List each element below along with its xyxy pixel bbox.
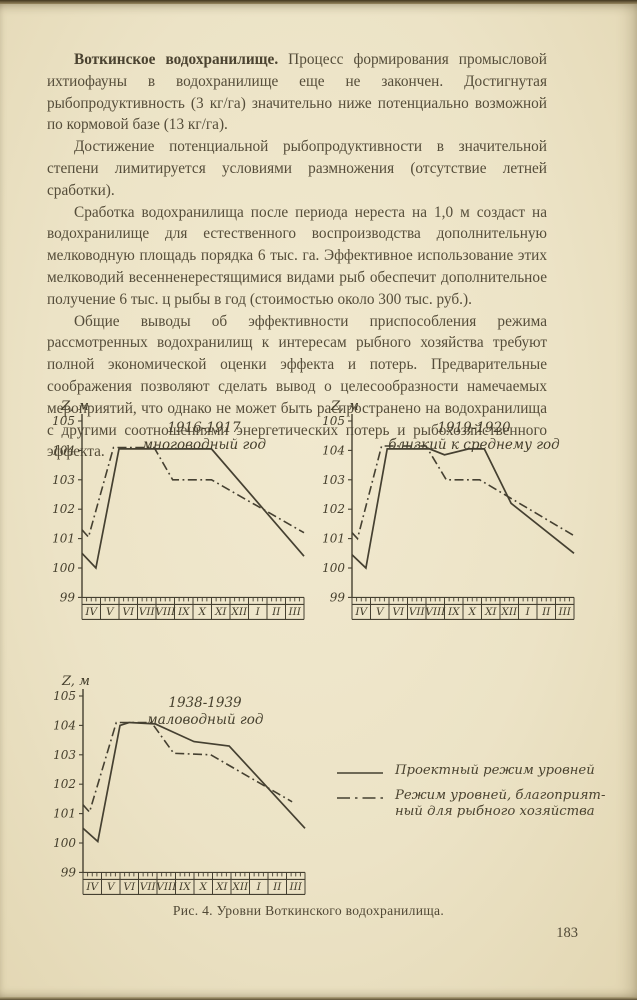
- page-number: 183: [556, 925, 578, 941]
- legend-line-solid-icon: [337, 772, 383, 774]
- svg-text:VIII: VIII: [155, 606, 176, 618]
- svg-text:103: 103: [52, 473, 75, 487]
- svg-text:V: V: [376, 606, 385, 618]
- svg-text:99: 99: [61, 865, 77, 879]
- svg-text:X: X: [468, 606, 477, 618]
- svg-text:99: 99: [330, 590, 346, 604]
- svg-text:XI: XI: [484, 606, 497, 618]
- svg-text:I: I: [525, 606, 531, 618]
- svg-text:II: II: [541, 606, 551, 618]
- svg-text:IV: IV: [84, 606, 98, 618]
- paragraph-drawdown: Сработка водохранилища после периода нер…: [47, 203, 547, 308]
- svg-text:III: III: [558, 606, 572, 618]
- svg-text:IX: IX: [177, 606, 190, 618]
- svg-text:IV: IV: [85, 881, 99, 893]
- svg-text:103: 103: [322, 473, 345, 487]
- svg-text:101: 101: [52, 532, 75, 546]
- svg-text:маловодный год: маловодный год: [147, 712, 264, 728]
- page-bottom-edge: [0, 997, 637, 1000]
- svg-text:1919-1920: 1919-1920: [437, 420, 511, 436]
- svg-text:XII: XII: [500, 606, 518, 618]
- legend-label: Проектный режим уровней: [395, 763, 595, 780]
- page-top-edge: [0, 0, 637, 4]
- svg-text:101: 101: [322, 532, 345, 546]
- chart-1919-1920-average-year: 1919-1920 близкий к среднему год Z, м 99 100…: [322, 395, 607, 643]
- svg-text:VIII: VIII: [156, 881, 177, 893]
- paragraph-conclusions: Общие выводы об эффективности приспособл…: [47, 312, 547, 461]
- svg-text:104: 104: [53, 718, 76, 732]
- legend-item-fishery-regime: Режим уровней, благоприят- ный для рыбно…: [337, 788, 615, 821]
- svg-text:99: 99: [60, 590, 76, 604]
- svg-text:XI: XI: [214, 606, 227, 618]
- legend-label: Режим уровней, благоприят- ный для рыбно…: [395, 788, 605, 821]
- svg-text:VII: VII: [139, 606, 156, 618]
- svg-text:III: III: [289, 881, 303, 893]
- svg-text:XII: XII: [230, 606, 248, 618]
- svg-text:IV: IV: [354, 606, 368, 618]
- svg-text:II: II: [271, 606, 281, 618]
- svg-text:101: 101: [53, 807, 76, 821]
- svg-text:1938-1939: 1938-1939: [168, 695, 242, 711]
- svg-text:104: 104: [52, 443, 75, 457]
- svg-text:III: III: [288, 606, 302, 618]
- svg-text:104: 104: [322, 443, 345, 457]
- svg-text:VI: VI: [122, 606, 135, 618]
- figure-caption: Рис. 4. Уровни Воткинского водохранилища…: [172, 903, 445, 918]
- svg-text:VII: VII: [409, 606, 426, 618]
- svg-text:V: V: [106, 606, 115, 618]
- svg-text:X: X: [199, 881, 208, 893]
- svg-text:I: I: [256, 881, 262, 893]
- svg-text:105: 105: [53, 689, 76, 703]
- svg-text:многоводный год: многоводный год: [142, 437, 266, 453]
- svg-text:102: 102: [52, 502, 75, 516]
- svg-text:X: X: [198, 606, 207, 618]
- paragraph-body: Процесс формирования промысловой ихтиофа…: [47, 51, 547, 134]
- svg-text:VII: VII: [140, 881, 157, 893]
- svg-text:105: 105: [52, 414, 75, 428]
- svg-text:102: 102: [322, 502, 345, 516]
- svg-text:Z, м: Z, м: [60, 399, 89, 414]
- svg-text:IX: IX: [447, 606, 460, 618]
- paragraph-lead-bold: Воткинское водохранилище.: [74, 51, 279, 68]
- legend-label-line: Режим уровней, благоприят-: [395, 787, 606, 803]
- svg-text:VIII: VIII: [425, 606, 446, 618]
- body-text: Воткинское водохранилище. Процесс формир…: [47, 49, 547, 463]
- chart-legend: Проектный режим уровней Режим уровней, б…: [337, 763, 615, 829]
- chart-1916-1917-high-water: 1916-1917 многоводный год Z, м 99 100 101 102 1…: [52, 395, 337, 643]
- svg-text:102: 102: [53, 777, 76, 791]
- svg-text:V: V: [107, 881, 116, 893]
- legend-line-dashdot-icon: [337, 796, 383, 799]
- svg-text:VI: VI: [123, 881, 136, 893]
- chart-1938-1939-low-water: 1938-1939 маловодный год Z, м 99 100 101 102 10…: [53, 670, 338, 918]
- legend-item-project-regime: Проектный режим уровней: [337, 763, 615, 780]
- svg-text:Z, м: Z, м: [61, 674, 90, 689]
- svg-text:100: 100: [52, 561, 75, 575]
- svg-text:100: 100: [322, 561, 345, 575]
- svg-text:Z, м: Z, м: [330, 399, 359, 414]
- paragraph-potential-productivity: Достижение потенциальной рыбопродуктивно…: [47, 138, 547, 199]
- svg-text:1916-1917: 1916-1917: [167, 420, 241, 436]
- svg-text:II: II: [272, 881, 282, 893]
- legend-label-line: ный для рыбного хозяйства: [395, 804, 595, 819]
- svg-text:XI: XI: [215, 881, 228, 893]
- svg-text:105: 105: [322, 414, 345, 428]
- svg-text:103: 103: [53, 748, 76, 762]
- paragraph-votkinsk-intro: Воткинское водохранилище. Процесс формир…: [47, 49, 547, 136]
- svg-text:близкий к среднему год: близкий к среднему год: [388, 437, 559, 453]
- svg-text:100: 100: [53, 836, 76, 850]
- svg-text:I: I: [255, 606, 261, 618]
- svg-text:VI: VI: [392, 606, 405, 618]
- legend-label-line: Проектный режим уровней: [395, 763, 595, 778]
- svg-text:XII: XII: [231, 881, 249, 893]
- svg-text:IX: IX: [178, 881, 191, 893]
